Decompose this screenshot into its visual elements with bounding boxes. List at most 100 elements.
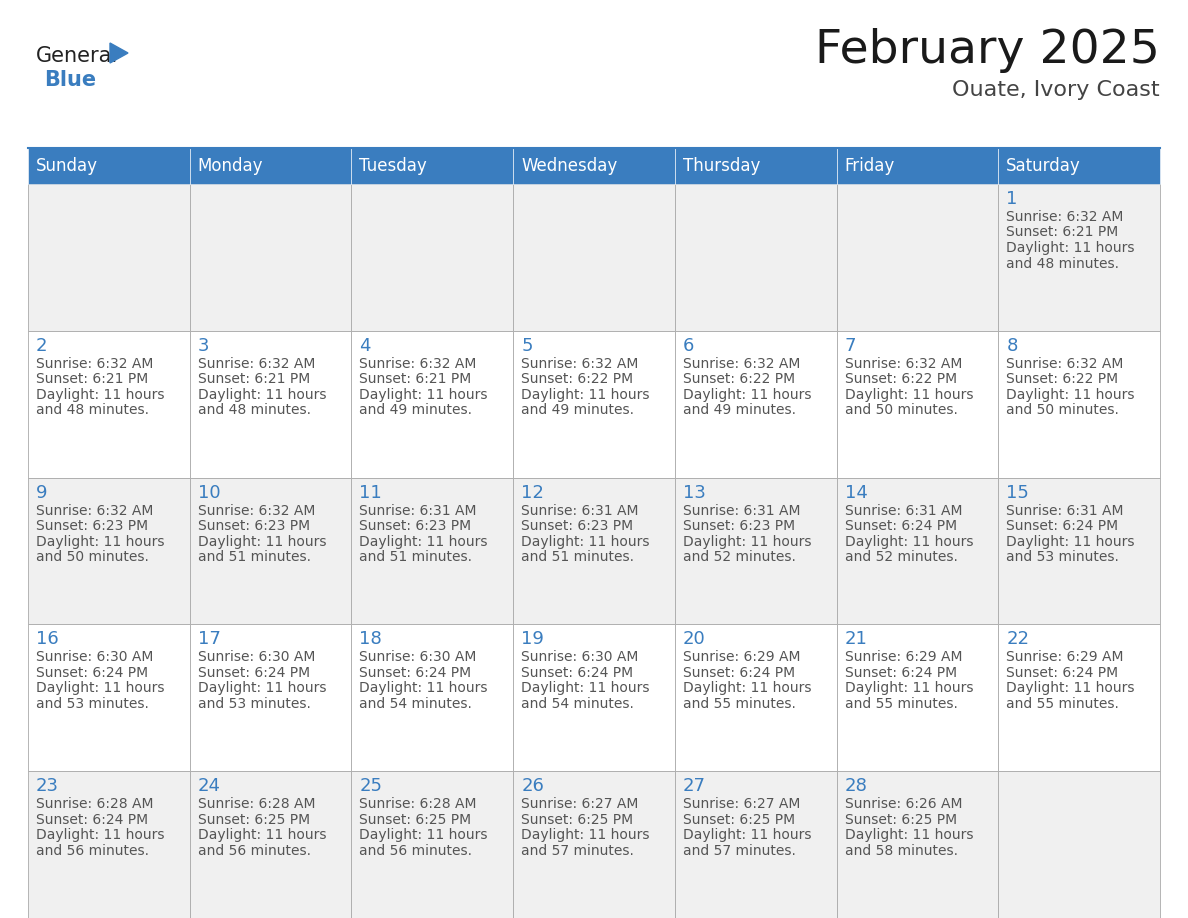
Text: and 56 minutes.: and 56 minutes.	[197, 844, 311, 857]
Text: Daylight: 11 hours: Daylight: 11 hours	[1006, 681, 1135, 696]
Text: 17: 17	[197, 631, 221, 648]
Bar	[29, 477, 190, 624]
Text: Sunset: 6:25 PM: Sunset: 6:25 PM	[197, 812, 310, 827]
Text: and 52 minutes.: and 52 minutes.	[845, 550, 958, 564]
Text: and 54 minutes.: and 54 minutes.	[522, 697, 634, 711]
Text: Sunset: 6:22 PM: Sunset: 6:22 PM	[1006, 373, 1118, 386]
Text: Sunset: 6:24 PM: Sunset: 6:24 PM	[197, 666, 310, 680]
Text: and 55 minutes.: and 55 minutes.	[1006, 697, 1119, 711]
Bar	[513, 624, 675, 771]
Bar	[352, 771, 513, 918]
Text: and 56 minutes.: and 56 minutes.	[360, 844, 473, 857]
Text: Sunset: 6:23 PM: Sunset: 6:23 PM	[360, 519, 472, 533]
Text: Thursday: Thursday	[683, 157, 760, 175]
Text: Sunset: 6:24 PM: Sunset: 6:24 PM	[683, 666, 795, 680]
Text: Sunrise: 6:32 AM: Sunrise: 6:32 AM	[36, 357, 153, 371]
Text: and 50 minutes.: and 50 minutes.	[845, 403, 958, 418]
Text: and 49 minutes.: and 49 minutes.	[522, 403, 634, 418]
Text: and 54 minutes.: and 54 minutes.	[360, 697, 473, 711]
Text: 28: 28	[845, 778, 867, 795]
Text: Sunrise: 6:29 AM: Sunrise: 6:29 AM	[683, 650, 801, 665]
Bar	[836, 148, 998, 184]
Text: Sunset: 6:25 PM: Sunset: 6:25 PM	[360, 812, 472, 827]
Text: Sunset: 6:22 PM: Sunset: 6:22 PM	[683, 373, 795, 386]
Text: Sunrise: 6:28 AM: Sunrise: 6:28 AM	[197, 797, 315, 812]
Text: 18: 18	[360, 631, 383, 648]
Text: Sunset: 6:25 PM: Sunset: 6:25 PM	[683, 812, 795, 827]
Text: Sunday: Sunday	[36, 157, 97, 175]
Text: Sunrise: 6:32 AM: Sunrise: 6:32 AM	[197, 504, 315, 518]
Text: Sunset: 6:21 PM: Sunset: 6:21 PM	[360, 373, 472, 386]
Bar	[998, 771, 1159, 918]
Text: and 53 minutes.: and 53 minutes.	[36, 697, 148, 711]
Text: Sunset: 6:21 PM: Sunset: 6:21 PM	[1006, 226, 1119, 240]
Text: Daylight: 11 hours: Daylight: 11 hours	[360, 387, 488, 402]
Text: and 49 minutes.: and 49 minutes.	[683, 403, 796, 418]
Text: Sunrise: 6:32 AM: Sunrise: 6:32 AM	[36, 504, 153, 518]
Bar	[836, 330, 998, 477]
Bar	[190, 771, 352, 918]
Bar	[513, 330, 675, 477]
Bar	[352, 477, 513, 624]
Bar	[513, 184, 675, 330]
Text: 15: 15	[1006, 484, 1029, 501]
Text: Daylight: 11 hours: Daylight: 11 hours	[1006, 387, 1135, 402]
Text: Sunset: 6:25 PM: Sunset: 6:25 PM	[845, 812, 956, 827]
Text: Sunrise: 6:30 AM: Sunrise: 6:30 AM	[36, 650, 153, 665]
Text: 2: 2	[36, 337, 48, 354]
Bar	[836, 624, 998, 771]
Text: Tuesday: Tuesday	[360, 157, 428, 175]
Text: Sunrise: 6:26 AM: Sunrise: 6:26 AM	[845, 797, 962, 812]
Text: Sunset: 6:23 PM: Sunset: 6:23 PM	[522, 519, 633, 533]
Text: Sunrise: 6:30 AM: Sunrise: 6:30 AM	[197, 650, 315, 665]
Bar	[998, 148, 1159, 184]
Text: Daylight: 11 hours: Daylight: 11 hours	[360, 534, 488, 549]
Text: 5: 5	[522, 337, 532, 354]
Text: and 57 minutes.: and 57 minutes.	[522, 844, 634, 857]
Text: Sunrise: 6:32 AM: Sunrise: 6:32 AM	[683, 357, 801, 371]
Bar	[352, 184, 513, 330]
Text: Sunrise: 6:31 AM: Sunrise: 6:31 AM	[1006, 504, 1124, 518]
Text: 12: 12	[522, 484, 544, 501]
Text: Sunrise: 6:27 AM: Sunrise: 6:27 AM	[522, 797, 638, 812]
Text: February 2025: February 2025	[815, 28, 1159, 73]
Bar	[675, 477, 836, 624]
Text: 22: 22	[1006, 631, 1029, 648]
Text: 16: 16	[36, 631, 58, 648]
Text: Sunrise: 6:32 AM: Sunrise: 6:32 AM	[197, 357, 315, 371]
Text: Daylight: 11 hours: Daylight: 11 hours	[197, 387, 327, 402]
Text: Sunrise: 6:27 AM: Sunrise: 6:27 AM	[683, 797, 801, 812]
Text: Daylight: 11 hours: Daylight: 11 hours	[36, 681, 164, 696]
Text: Daylight: 11 hours: Daylight: 11 hours	[845, 681, 973, 696]
Bar	[836, 184, 998, 330]
Bar	[513, 148, 675, 184]
Text: Sunrise: 6:30 AM: Sunrise: 6:30 AM	[522, 650, 638, 665]
Text: and 53 minutes.: and 53 minutes.	[197, 697, 310, 711]
Text: and 50 minutes.: and 50 minutes.	[1006, 403, 1119, 418]
Text: Sunrise: 6:31 AM: Sunrise: 6:31 AM	[522, 504, 639, 518]
Text: Daylight: 11 hours: Daylight: 11 hours	[683, 828, 811, 842]
Polygon shape	[110, 43, 128, 63]
Text: Sunset: 6:23 PM: Sunset: 6:23 PM	[36, 519, 148, 533]
Bar	[998, 330, 1159, 477]
Text: Daylight: 11 hours: Daylight: 11 hours	[1006, 534, 1135, 549]
Text: Saturday: Saturday	[1006, 157, 1081, 175]
Text: Ouate, Ivory Coast: Ouate, Ivory Coast	[953, 80, 1159, 100]
Text: Daylight: 11 hours: Daylight: 11 hours	[845, 534, 973, 549]
Text: Sunrise: 6:31 AM: Sunrise: 6:31 AM	[683, 504, 801, 518]
Text: 26: 26	[522, 778, 544, 795]
Text: Blue: Blue	[44, 70, 96, 90]
Text: Sunrise: 6:32 AM: Sunrise: 6:32 AM	[360, 357, 476, 371]
Bar	[675, 771, 836, 918]
Text: Sunset: 6:24 PM: Sunset: 6:24 PM	[36, 666, 148, 680]
Bar	[190, 148, 352, 184]
Text: Sunrise: 6:31 AM: Sunrise: 6:31 AM	[360, 504, 476, 518]
Text: Daylight: 11 hours: Daylight: 11 hours	[522, 534, 650, 549]
Text: Daylight: 11 hours: Daylight: 11 hours	[522, 387, 650, 402]
Text: Daylight: 11 hours: Daylight: 11 hours	[845, 828, 973, 842]
Text: General: General	[36, 46, 119, 66]
Bar	[675, 624, 836, 771]
Bar	[29, 148, 190, 184]
Text: Sunrise: 6:31 AM: Sunrise: 6:31 AM	[845, 504, 962, 518]
Text: 10: 10	[197, 484, 220, 501]
